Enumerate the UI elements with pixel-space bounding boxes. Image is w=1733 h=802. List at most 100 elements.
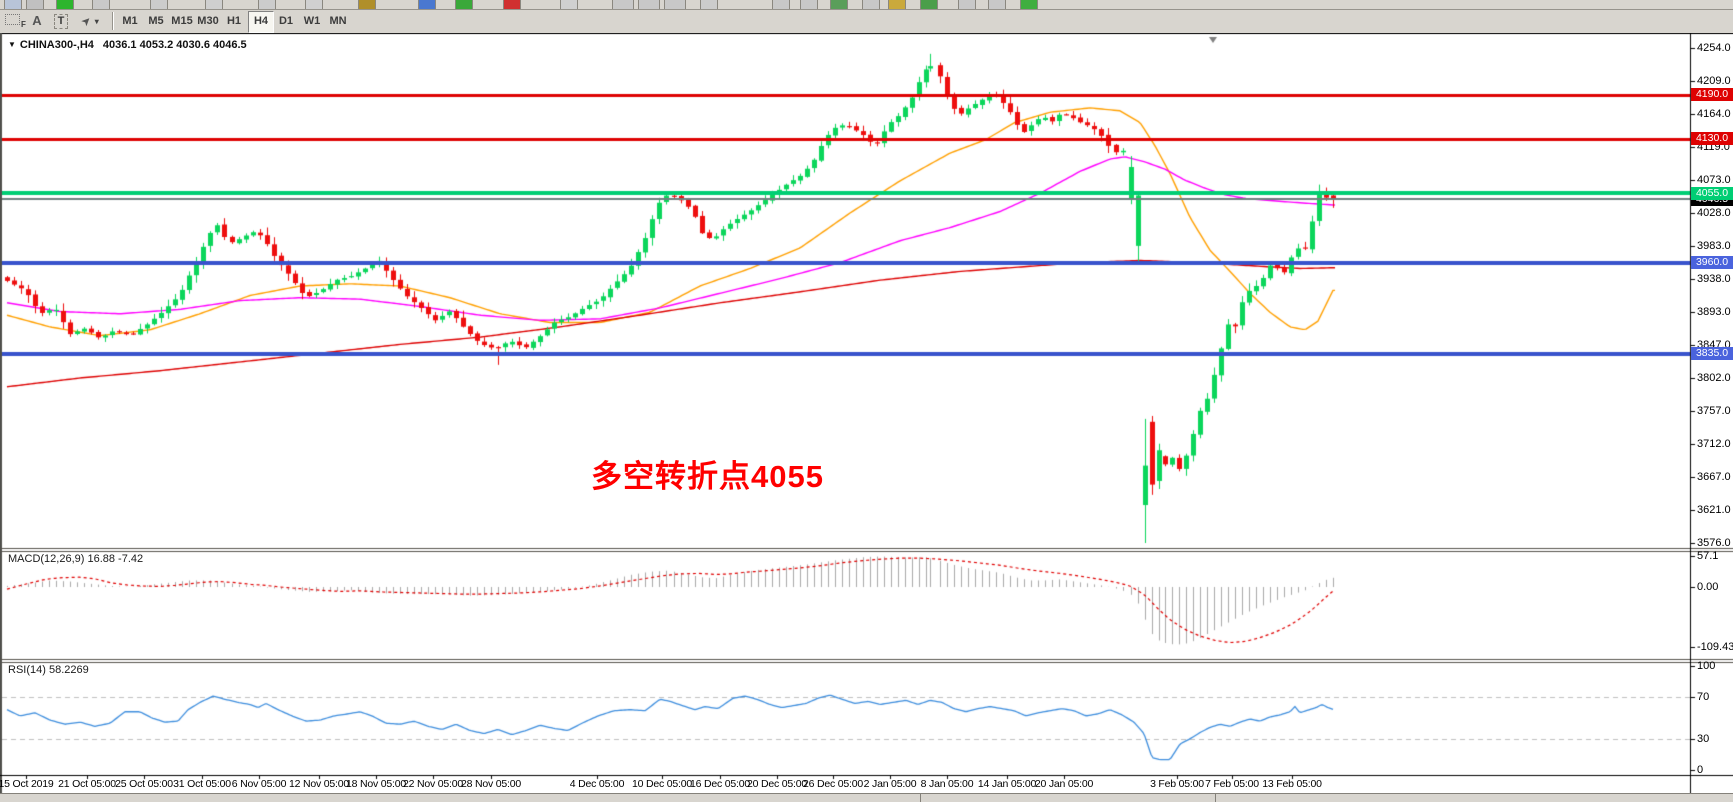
price-tick-label: 4209.0 (1697, 74, 1731, 87)
toolbar-icon-stub[interactable] (358, 0, 376, 9)
time-axis-label: 2 Jan 05:00 (863, 778, 917, 790)
toolbar-row2: F A T ➤▾ M1 M5 M15 M30 H1 H4 D1 W1 MN (0, 10, 1733, 33)
time-axis-label: 7 Feb 05:00 (1205, 778, 1259, 790)
price-tick-label: 3712.0 (1697, 437, 1731, 450)
rsi-axis-label: 0 (1697, 764, 1704, 776)
toolbar-icon-stub[interactable] (830, 0, 848, 9)
toolbar-icon-stub[interactable] (26, 0, 44, 9)
toolbar-icon-stub[interactable] (560, 0, 578, 9)
price-level-tag: 4130.0 (1691, 132, 1733, 146)
toolbar-icon-stub[interactable] (664, 0, 686, 9)
toolbar-icon-stub[interactable] (612, 0, 634, 9)
time-axis-label: 26 Dec 05:00 (802, 778, 864, 790)
time-axis-label: 31 Oct 05:00 (173, 778, 231, 790)
toolbar-icon-stub[interactable] (988, 0, 1006, 9)
time-axis-label: 16 Dec 05:00 (689, 778, 751, 790)
toolbar-separator (112, 12, 113, 30)
time-axis-label: 20 Jan 05:00 (1034, 778, 1094, 790)
time-axis-label: 25 Oct 05:00 (115, 778, 173, 790)
price-tick-label: 4164.0 (1697, 107, 1731, 120)
time-axis-label: 3 Feb 05:00 (1150, 778, 1204, 790)
toolbar-icon-stub[interactable] (418, 0, 436, 9)
toolbar-icon-stub[interactable] (800, 0, 818, 9)
toolbar-icon-stub[interactable] (888, 0, 906, 9)
toolbar-icon-stub[interactable] (1020, 0, 1038, 9)
toolbar-icon-stub[interactable] (4, 0, 22, 9)
textbox-tool-button[interactable]: T (50, 11, 72, 31)
price-tick-label: 4254.0 (1697, 42, 1731, 54)
timeframe-button-h1[interactable]: H1 (226, 15, 242, 27)
toolbar-icon-stub[interactable] (258, 0, 276, 9)
toolbar-icon-stub[interactable] (958, 0, 976, 9)
time-axis-label: 10 Dec 05:00 (631, 778, 693, 790)
ohlc-readout: 4036.1 4053.2 4030.6 4046.5 (102, 39, 247, 51)
toolbar-icon-stub[interactable] (772, 0, 790, 9)
textbox-icon: T (53, 14, 69, 29)
price-level-tag: 3960.0 (1691, 256, 1733, 270)
price-tick-label: 3667.0 (1697, 470, 1731, 483)
price-tick-label: 3983.0 (1697, 239, 1731, 252)
time-axis-label: 4 Dec 05:00 (569, 778, 625, 790)
chart-title: ▼ CHINA300-,H4 4036.1 4053.2 4030.6 4046.5 (8, 39, 247, 51)
timeframe-button-d1[interactable]: D1 (278, 15, 294, 27)
time-axis-label: 21 Oct 05:00 (58, 778, 116, 790)
time-axis-label: 20 Dec 05:00 (746, 778, 808, 790)
timeframe-button-m1[interactable]: M1 (122, 15, 138, 27)
trend-annotation: 多空转折点4055 (591, 459, 824, 494)
template-grid-button[interactable]: F (3, 11, 27, 31)
rsi-label: RSI(14) 58.2269 (8, 664, 89, 676)
price-tick-label: 3621.0 (1697, 504, 1731, 517)
chart-symbol-period: CHINA300-,H4 (19, 39, 94, 51)
toolbar-icon-stub[interactable] (700, 0, 718, 9)
timeframe-button-w1[interactable]: W1 (303, 15, 321, 27)
rsi-axis-label: 70 (1697, 691, 1710, 704)
price-tick-label: 3576.0 (1697, 537, 1731, 549)
time-axis-label: 22 Nov 05:00 (402, 778, 464, 790)
timeframe-button-h4[interactable]: H4 (248, 11, 274, 33)
chart-dropdown-icon[interactable]: ▼ (8, 40, 16, 49)
macd-axis-label: 57.1 (1697, 549, 1719, 562)
time-axis-label: 13 Feb 05:00 (1262, 778, 1322, 790)
timeframe-button-m30[interactable]: M30 (197, 15, 219, 27)
toolbar-icon-stub[interactable] (92, 0, 110, 9)
timeframe-button-m15[interactable]: M15 (171, 15, 193, 27)
text-label-tool-button[interactable]: A (28, 11, 46, 31)
price-tick-label: 3893.0 (1697, 305, 1731, 318)
time-axis-label: 8 Jan 05:00 (920, 778, 974, 790)
toolbar-icon-stub[interactable] (305, 0, 323, 9)
time-axis-label: 14 Jan 05:00 (977, 778, 1037, 790)
window-frame-divider (1215, 794, 1216, 802)
toolbar-icon-stub[interactable] (455, 0, 473, 9)
time-axis-label: 6 Nov 05:00 (231, 778, 287, 790)
macd-label: MACD(12,26,9) 16.88 -7.42 (8, 553, 144, 565)
toolbar-icon-stub[interactable] (862, 0, 880, 9)
rsi-axis-label: 100 (1697, 660, 1716, 672)
price-tick-label: 4028.0 (1697, 207, 1731, 219)
time-axis-label: 12 Nov 05:00 (288, 778, 350, 790)
toolbar-icon-stub[interactable] (503, 0, 521, 9)
timeframe-button-mn[interactable]: MN (329, 15, 347, 27)
time-axis-label: 28 Nov 05:00 (460, 778, 522, 790)
shapes-dropdown-button[interactable]: ➤▾ (74, 11, 108, 31)
time-axis-label: 15 Oct 2019 (0, 778, 54, 790)
macd-axis-label: 0.00 (1697, 581, 1719, 593)
text-tool-icon: A (32, 13, 42, 28)
bottom-strip (0, 793, 1733, 802)
price-level-tag: 3835.0 (1691, 347, 1733, 361)
timeframe-group: M1 M5 M15 M30 H1 H4 D1 W1 MN (118, 10, 368, 33)
toolbar-icon-stub[interactable] (205, 0, 223, 9)
toolbar-icon-stub[interactable] (638, 0, 660, 9)
price-tick-label: 3802.0 (1697, 372, 1731, 384)
timeframe-button-m5[interactable]: M5 (148, 15, 164, 27)
toolbar-icon-stub[interactable] (56, 0, 74, 9)
time-axis-label: 18 Nov 05:00 (345, 778, 407, 790)
window-frame-divider (920, 794, 921, 802)
toolbar-icon-stub[interactable] (150, 0, 168, 9)
template-f-label: F (21, 20, 26, 29)
price-level-tag: 4190.0 (1691, 88, 1733, 102)
chevron-down-icon: ▾ (94, 17, 99, 26)
toolbar-icon-stub[interactable] (920, 0, 938, 9)
grid-icon (5, 14, 21, 25)
toolbar-row1 (0, 0, 1733, 10)
